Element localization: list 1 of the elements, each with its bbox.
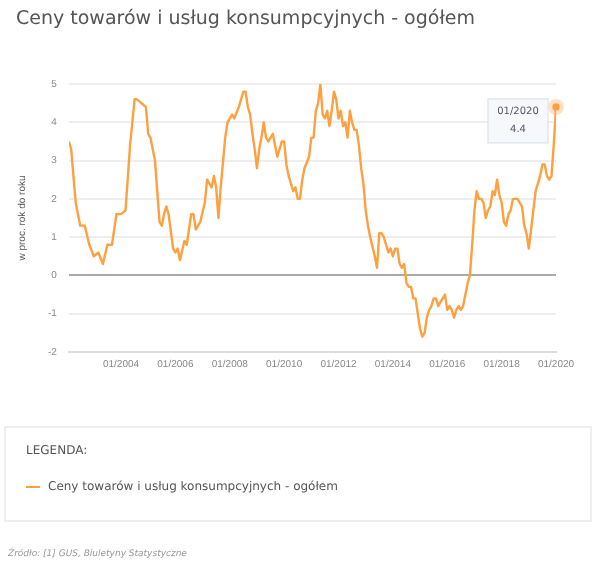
chart-title: Ceny towarów i usług konsumpcyjnych - ogółem: [16, 8, 476, 30]
